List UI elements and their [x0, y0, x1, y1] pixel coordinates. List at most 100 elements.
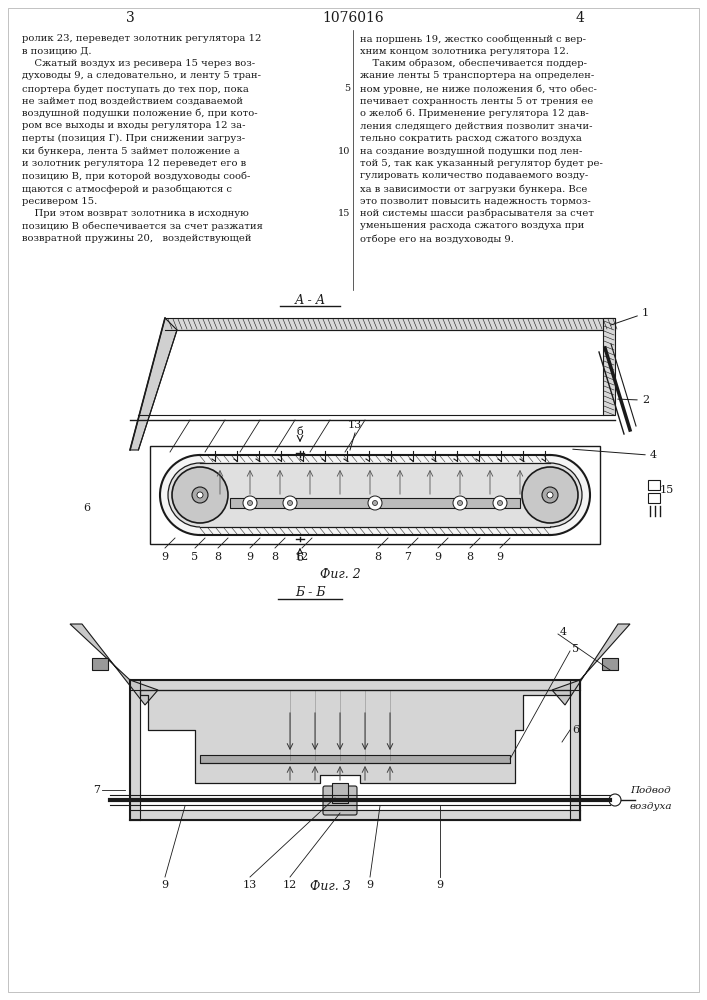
- Text: уменьшения расхода сжатого воздуха при: уменьшения расхода сжатого воздуха при: [360, 222, 585, 231]
- Circle shape: [453, 496, 467, 510]
- Text: 7: 7: [404, 552, 411, 562]
- Text: 10: 10: [338, 146, 350, 155]
- Text: 5: 5: [344, 84, 350, 93]
- Polygon shape: [130, 318, 177, 450]
- Text: на поршень 19, жестко сообщенный с вер-: на поршень 19, жестко сообщенный с вер-: [360, 34, 586, 43]
- Text: воздушной подушки положение б, при кото-: воздушной подушки положение б, при кото-: [22, 109, 257, 118]
- Text: 6: 6: [83, 503, 90, 513]
- Text: ром все выходы и входы регулятора 12 за-: ром все выходы и входы регулятора 12 за-: [22, 121, 245, 130]
- Text: 15: 15: [338, 209, 350, 218]
- Text: спортера будет поступать до тех пор, пока: спортера будет поступать до тех пор, пок…: [22, 84, 249, 94]
- Text: 9: 9: [436, 880, 443, 890]
- Polygon shape: [552, 624, 630, 705]
- Text: хним концом золотника регулятора 12.: хним концом золотника регулятора 12.: [360, 46, 569, 55]
- Text: 9: 9: [434, 552, 442, 562]
- Circle shape: [498, 500, 503, 506]
- Text: Сжатый воздух из ресивера 15 через воз-: Сжатый воздух из ресивера 15 через воз-: [22, 59, 255, 68]
- Circle shape: [247, 500, 252, 506]
- Text: в позицию Д.: в позицию Д.: [22, 46, 91, 55]
- Text: 12: 12: [283, 880, 297, 890]
- Text: 9: 9: [496, 552, 503, 562]
- Polygon shape: [130, 810, 580, 820]
- Text: 12: 12: [295, 552, 309, 562]
- Text: 9: 9: [161, 880, 168, 890]
- Bar: [648, 480, 660, 490]
- Circle shape: [172, 467, 228, 523]
- Text: Подвод: Подвод: [630, 786, 671, 795]
- Bar: [332, 783, 348, 803]
- Bar: [200, 455, 550, 535]
- Text: 8: 8: [467, 552, 474, 562]
- Text: перты (позиция Г). При снижении загруз-: перты (позиция Г). При снижении загруз-: [22, 134, 245, 143]
- Bar: [648, 493, 660, 503]
- Text: на создание воздушной подушки под лен-: на создание воздушной подушки под лен-: [360, 146, 583, 155]
- Text: 7: 7: [93, 785, 100, 795]
- Text: 9: 9: [366, 880, 373, 890]
- Circle shape: [457, 500, 462, 506]
- Text: 3: 3: [126, 11, 134, 25]
- Text: 4: 4: [650, 450, 657, 460]
- Text: отборе его на воздуховоды 9.: отборе его на воздуховоды 9.: [360, 234, 514, 243]
- Text: ха в зависимости от загрузки бункера. Все: ха в зависимости от загрузки бункера. Вс…: [360, 184, 588, 194]
- Circle shape: [368, 496, 382, 510]
- FancyBboxPatch shape: [323, 786, 357, 815]
- Text: 6: 6: [572, 725, 579, 735]
- Text: 8: 8: [214, 552, 221, 562]
- Text: щаются с атмосферой и разобщаются с: щаются с атмосферой и разобщаются с: [22, 184, 232, 194]
- Circle shape: [493, 496, 507, 510]
- Text: духоводы 9, а следовательно, и ленту 5 тран-: духоводы 9, а следовательно, и ленту 5 т…: [22, 72, 261, 81]
- Circle shape: [542, 487, 558, 503]
- Text: А - А: А - А: [294, 294, 326, 306]
- Bar: [602, 658, 618, 670]
- Circle shape: [518, 463, 582, 527]
- Text: ки бункера, лента 5 займет положение а: ки бункера, лента 5 займет положение а: [22, 146, 240, 156]
- Text: б: б: [297, 427, 303, 437]
- Text: 1: 1: [642, 308, 649, 318]
- Text: 5: 5: [192, 552, 199, 562]
- Text: 9: 9: [247, 552, 254, 562]
- Text: Таким образом, обеспечивается поддер-: Таким образом, обеспечивается поддер-: [360, 59, 587, 68]
- Polygon shape: [130, 680, 140, 820]
- Text: 4: 4: [575, 11, 585, 25]
- Text: б: б: [297, 553, 303, 563]
- Circle shape: [243, 496, 257, 510]
- Text: 13: 13: [243, 880, 257, 890]
- Text: 9: 9: [161, 552, 168, 562]
- Text: 8: 8: [375, 552, 382, 562]
- Text: Фиг. 3: Фиг. 3: [310, 880, 351, 893]
- Circle shape: [168, 463, 232, 527]
- Text: и золотник регулятора 12 переведет его в: и золотник регулятора 12 переведет его в: [22, 159, 246, 168]
- Text: ления следящего действия позволит значи-: ления следящего действия позволит значи-: [360, 121, 592, 130]
- Bar: [92, 658, 108, 670]
- Text: 15: 15: [660, 485, 674, 495]
- Polygon shape: [70, 624, 158, 705]
- Text: Б - Б: Б - Б: [295, 585, 325, 598]
- Circle shape: [547, 492, 553, 498]
- Text: это позволит повысить надежность тормоз-: это позволит повысить надежность тормоз-: [360, 196, 591, 206]
- Text: 4: 4: [560, 627, 567, 637]
- Text: 8: 8: [271, 552, 279, 562]
- Bar: [200, 755, 510, 763]
- Text: гулировать количество подаваемого возду-: гулировать количество подаваемого возду-: [360, 172, 588, 180]
- Text: позицию В, при которой воздуховоды сооб-: позицию В, при которой воздуховоды сооб-: [22, 172, 250, 181]
- Text: 13: 13: [348, 420, 362, 430]
- Bar: [603, 318, 615, 415]
- Polygon shape: [130, 680, 580, 690]
- Bar: [200, 463, 550, 527]
- Text: о желоб 6. Применение регулятора 12 дав-: о желоб 6. Применение регулятора 12 дав-: [360, 109, 589, 118]
- Circle shape: [609, 794, 621, 806]
- Text: ной системы шасси разбрасывателя за счет: ной системы шасси разбрасывателя за счет: [360, 209, 594, 219]
- Text: При этом возврат золотника в исходную: При этом возврат золотника в исходную: [22, 209, 249, 218]
- Bar: [165, 318, 615, 330]
- Circle shape: [197, 492, 203, 498]
- Text: Фиг. 2: Фиг. 2: [320, 568, 361, 581]
- Circle shape: [510, 455, 590, 535]
- Circle shape: [373, 500, 378, 506]
- Text: 5: 5: [572, 644, 579, 654]
- Text: 2: 2: [642, 395, 649, 405]
- Text: ролик 23, переведет золотник регулятора 12: ролик 23, переведет золотник регулятора …: [22, 34, 262, 43]
- Bar: [230, 498, 520, 508]
- Circle shape: [192, 487, 208, 503]
- Text: воздуха: воздуха: [630, 802, 672, 811]
- Text: 1076016: 1076016: [322, 11, 384, 25]
